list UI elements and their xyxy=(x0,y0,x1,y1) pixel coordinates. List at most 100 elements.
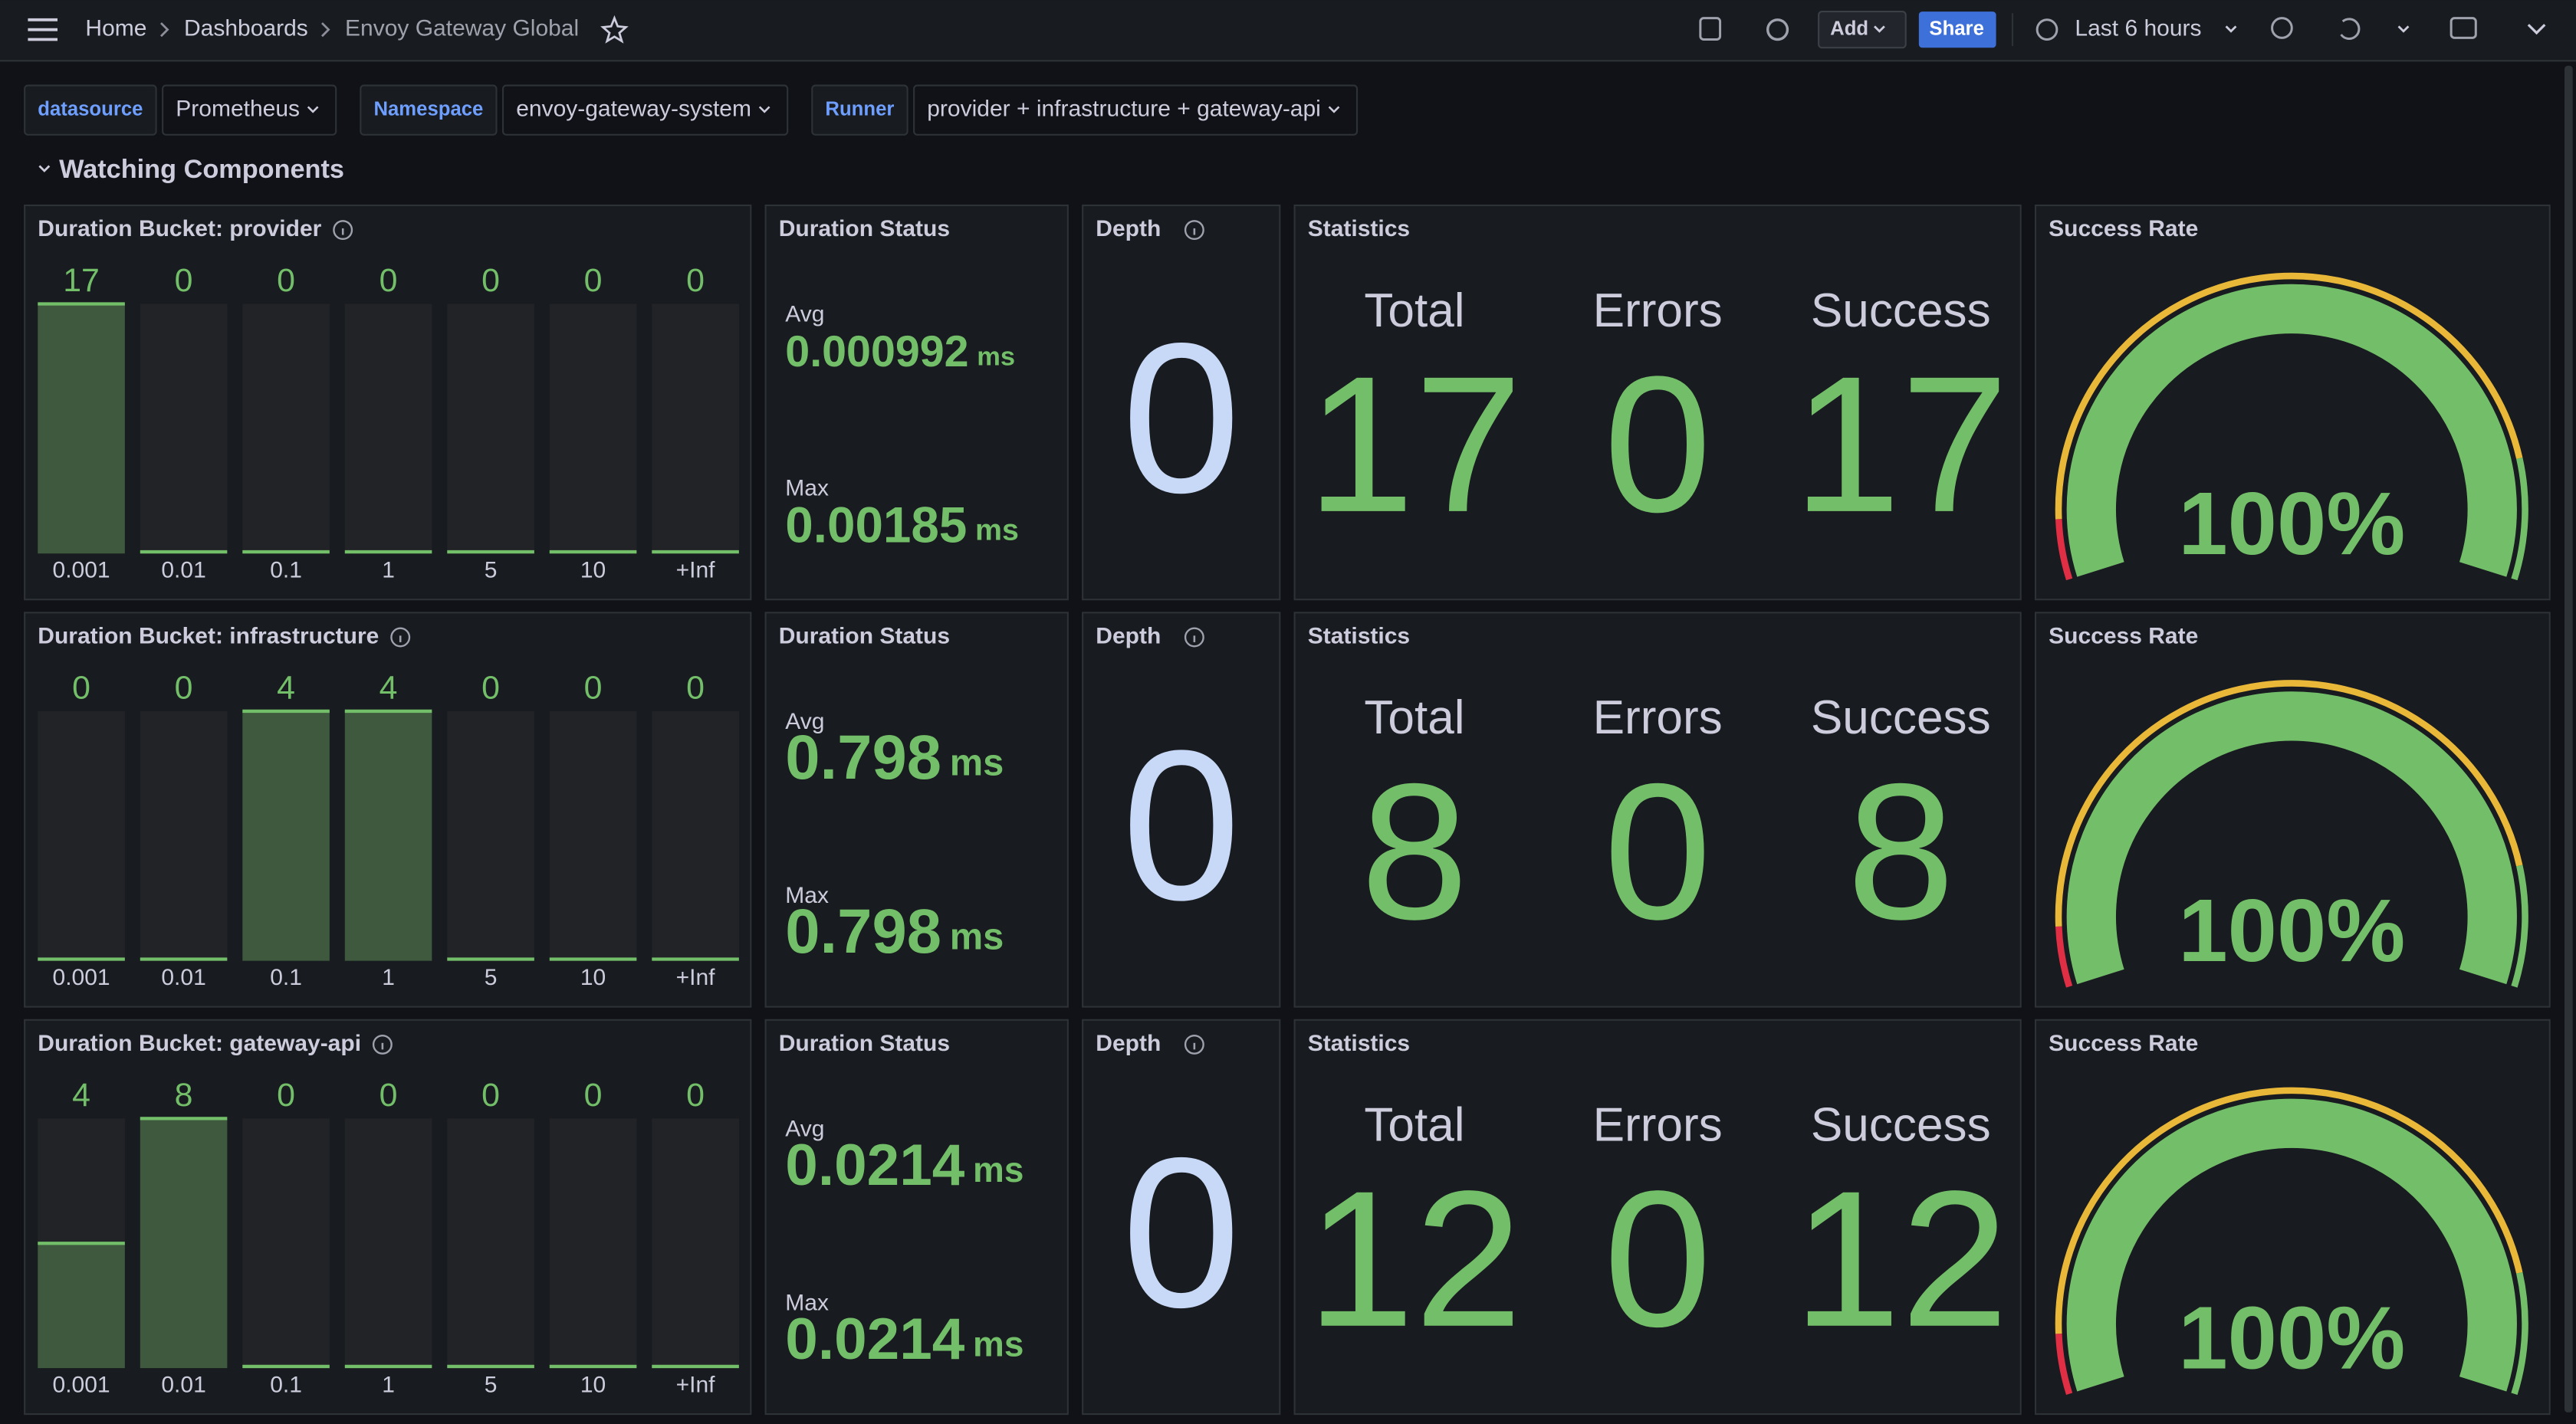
panel-title: Depth xyxy=(1096,1031,1161,1056)
bar-background xyxy=(549,304,637,554)
chevron xyxy=(307,106,319,113)
bar-label: 10 xyxy=(580,965,606,990)
breadcrumb[interactable]: Dashboards xyxy=(184,16,308,41)
bar-label: 1 xyxy=(382,558,395,583)
bar-value: 0 xyxy=(584,262,603,299)
duration-unit: ms xyxy=(950,743,1004,784)
panel-title: Success Rate xyxy=(2049,1031,2198,1056)
panel-title: Success Rate xyxy=(2049,623,2198,648)
bar xyxy=(242,710,330,961)
breadcrumb-separator xyxy=(321,22,330,38)
bar-value: 0 xyxy=(175,669,193,706)
chevron[interactable] xyxy=(2225,25,2237,33)
bar xyxy=(140,1118,228,1369)
zoom-out-icon[interactable] xyxy=(2271,17,2293,39)
info-icon xyxy=(1184,627,1204,648)
stat-value: 17 xyxy=(1793,336,2009,553)
bar-label: 10 xyxy=(580,1373,606,1398)
depth-value: 0 xyxy=(1122,707,1240,945)
star-icon[interactable] xyxy=(600,15,629,44)
time-range[interactable]: Last 6 hours xyxy=(2075,16,2201,41)
stat-value: 0 xyxy=(1604,1150,1712,1367)
chevron[interactable] xyxy=(2527,24,2546,35)
duration-unit: ms xyxy=(977,342,1015,371)
share-label[interactable]: Share xyxy=(1929,18,1983,39)
variable-value[interactable]: provider + infrastructure + gateway-api xyxy=(927,97,1321,122)
bar-value: 0 xyxy=(481,262,500,299)
threshold-ring xyxy=(2055,1087,2523,1334)
section-title[interactable]: Watching Components xyxy=(59,155,344,184)
stat-label: Success xyxy=(1811,691,1991,744)
bar-label: 0.01 xyxy=(161,558,205,583)
panel xyxy=(1082,204,1281,601)
panel-title: Duration Status xyxy=(779,216,950,241)
panel xyxy=(1293,612,2022,1008)
threshold-ring xyxy=(2511,458,2528,581)
bar-value: 17 xyxy=(63,262,100,299)
menu-icon[interactable] xyxy=(28,18,58,41)
bar-value: 0 xyxy=(686,262,705,299)
gauge-fill xyxy=(2066,1098,2517,1392)
bar-background xyxy=(38,304,125,554)
duration-value: 0.798 xyxy=(785,723,941,792)
duration-unit: ms xyxy=(973,1150,1024,1189)
duration-value: 0.0214 xyxy=(785,1133,964,1198)
depth-value: 0 xyxy=(1122,1114,1240,1352)
gauge-value: 100% xyxy=(2178,1288,2405,1388)
variable-label: datasource xyxy=(38,98,143,120)
bar-value: 0 xyxy=(277,1077,295,1114)
bar-value: 0 xyxy=(175,262,193,299)
breadcrumb[interactable]: Home xyxy=(85,16,146,41)
stat-label: Errors xyxy=(1593,1099,1723,1152)
bar-label: 0.001 xyxy=(53,558,110,583)
clock-icon xyxy=(2036,18,2058,41)
bar-label: 0.001 xyxy=(53,1373,110,1398)
duration-unit: ms xyxy=(973,1324,1024,1363)
panel-title: Duration Status xyxy=(779,623,950,648)
stat-label: Errors xyxy=(1593,691,1723,744)
panel xyxy=(1082,1019,1281,1416)
stat-label: Avg xyxy=(785,709,824,734)
share-button[interactable] xyxy=(1918,11,1996,48)
variable-value[interactable]: envoy-gateway-system xyxy=(516,97,751,122)
chevron[interactable] xyxy=(2397,25,2410,33)
top-bar xyxy=(0,0,2576,61)
panel-title: Depth xyxy=(1096,216,1161,241)
stat-value: 8 xyxy=(1847,743,1955,960)
settings-icon[interactable] xyxy=(1766,18,1789,41)
variable-select[interactable] xyxy=(162,84,337,136)
bar-label: 5 xyxy=(485,965,498,990)
bar-value: 4 xyxy=(380,669,398,706)
variable-label-box xyxy=(811,84,909,136)
variable-label: Namespace xyxy=(373,98,483,120)
variable-select[interactable] xyxy=(913,84,1359,136)
bar-value: 0 xyxy=(584,669,603,706)
add-label[interactable]: Add xyxy=(1830,18,1868,39)
stat-value: 0 xyxy=(1604,743,1712,960)
bar-background xyxy=(549,1118,637,1369)
save-icon[interactable] xyxy=(1699,17,1722,41)
duration-value: 0.00185 xyxy=(785,497,967,553)
duration-value: 0.000992 xyxy=(785,327,968,376)
panel-title: Depth xyxy=(1096,623,1161,648)
refresh-icon[interactable] xyxy=(2340,18,2361,41)
bar-background xyxy=(447,1118,534,1369)
stat-label: Total xyxy=(1364,1099,1464,1152)
bar-background xyxy=(344,1118,432,1369)
tv-icon[interactable] xyxy=(2450,17,2477,39)
threshold-ring xyxy=(2511,865,2528,988)
section-chevron[interactable] xyxy=(38,165,51,172)
info-icon xyxy=(1184,1034,1204,1055)
threshold-ring xyxy=(2055,272,2523,520)
bar-background xyxy=(652,304,739,554)
bar-label: +Inf xyxy=(676,1373,716,1398)
chevron xyxy=(758,106,770,113)
variable-value[interactable]: Prometheus xyxy=(176,97,300,122)
variable-select[interactable] xyxy=(501,84,789,136)
gauge-fill xyxy=(2066,284,2517,577)
add-button[interactable] xyxy=(1818,11,1907,49)
bar-value: 8 xyxy=(175,1077,193,1114)
bar-background xyxy=(344,304,432,554)
scrollbar[interactable] xyxy=(2564,65,2573,1413)
